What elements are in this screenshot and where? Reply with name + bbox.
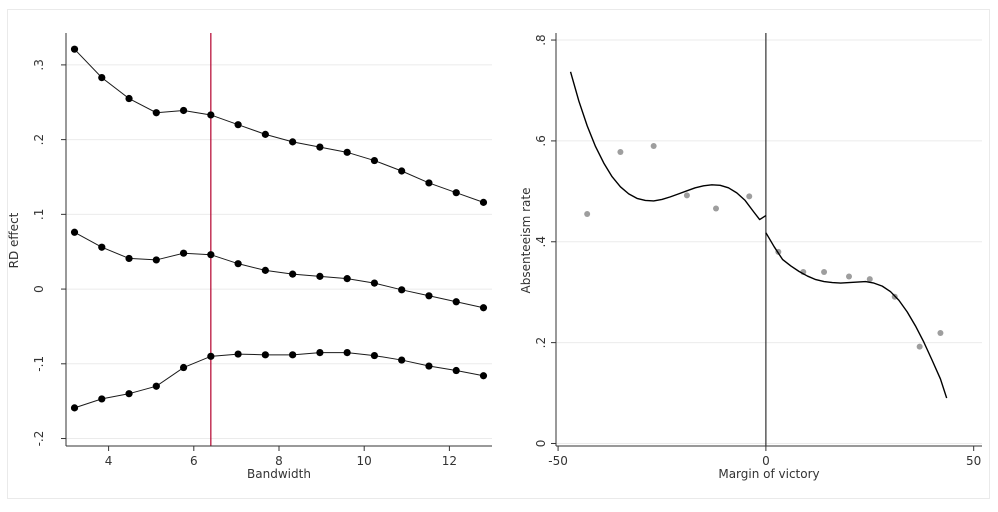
series-2-point xyxy=(452,298,460,306)
binned-mean-point xyxy=(916,343,923,350)
left-y-tick-label: -.1 xyxy=(32,356,46,372)
series-3-point xyxy=(343,348,351,357)
left-y-axis-label: RD effect xyxy=(7,212,21,268)
binned-mean-point xyxy=(866,276,873,283)
series-line-1 xyxy=(74,48,484,203)
series-2-point xyxy=(370,279,379,287)
left-x-axis-label: Bandwidth xyxy=(247,467,311,481)
left-y-tick-label: .3 xyxy=(32,59,46,70)
series-1-point xyxy=(398,167,406,175)
left-y-tick-label: .2 xyxy=(32,134,46,145)
left-x-tick-label: 6 xyxy=(190,454,198,468)
right-y-tick-label: .6 xyxy=(534,135,548,146)
series-3-point xyxy=(316,348,324,357)
series-1-point xyxy=(425,179,433,187)
series-2-point xyxy=(70,228,79,236)
series-3-point xyxy=(234,350,242,358)
binned-mean-point xyxy=(937,330,944,337)
binned-mean-point xyxy=(584,211,591,218)
series-1-point xyxy=(370,156,379,165)
left-x-tick-label: 10 xyxy=(357,454,372,468)
left-y-tick-label: -.2 xyxy=(32,431,46,447)
rd-effect-panel: -.2 -.1 0 .1 .2 .3 4 6 8 10 12 Bandwidth RD effect xyxy=(7,33,492,481)
series-2-point xyxy=(289,270,297,278)
series-2-point xyxy=(316,272,324,280)
binned-mean-point xyxy=(746,193,753,200)
right-x-tick-label: 0 xyxy=(762,454,770,468)
left-x-tick-label: 8 xyxy=(275,454,283,468)
fit-curve-right xyxy=(765,232,948,399)
fit-curve-left xyxy=(569,71,767,221)
series-1-point xyxy=(452,189,460,197)
series-1-point xyxy=(125,94,133,103)
series-1-point xyxy=(261,130,269,138)
binned-mean-point xyxy=(713,205,720,212)
series-2-point xyxy=(98,243,106,251)
series-line-2 xyxy=(74,231,484,309)
series-1-point xyxy=(343,148,351,156)
series-2-point xyxy=(207,251,215,259)
binned-mean-point xyxy=(683,192,690,199)
binned-mean-point xyxy=(650,142,657,149)
series-3-point xyxy=(179,363,188,372)
left-y-tick-label: .1 xyxy=(32,209,46,220)
right-x-axis-label: Margin of victory xyxy=(718,467,819,481)
series-2-point xyxy=(425,292,433,300)
series-3-point xyxy=(479,372,488,380)
left-x-tick-label: 4 xyxy=(105,454,113,468)
series-3-point xyxy=(98,395,106,403)
series-3-point xyxy=(207,352,215,360)
series-1-point xyxy=(152,109,160,117)
series-1-point xyxy=(234,121,242,129)
series-1-point xyxy=(98,73,106,82)
series-1-point xyxy=(179,106,188,115)
series-2-point xyxy=(398,286,406,294)
series-2-point xyxy=(343,275,351,283)
figure-frame xyxy=(7,9,990,499)
binned-mean-point xyxy=(846,273,853,280)
series-2-point xyxy=(261,266,269,274)
binned-mean-point xyxy=(617,148,624,155)
series-3-point xyxy=(289,351,297,359)
right-y-tick-label: 0 xyxy=(534,440,548,448)
binned-mean-point xyxy=(821,269,828,276)
series-3-point xyxy=(261,351,269,359)
left-x-tick-label: 12 xyxy=(442,454,457,468)
series-3-point xyxy=(125,390,133,398)
series-2-point xyxy=(125,254,133,263)
series-1-point xyxy=(207,111,215,119)
left-y-tick-label: 0 xyxy=(32,285,46,293)
series-1-point xyxy=(316,143,324,151)
series-3-point xyxy=(370,351,379,360)
series-2-point xyxy=(179,249,188,257)
series-3-point xyxy=(452,366,460,375)
series-3-point xyxy=(152,382,160,390)
right-x-tick-label: 50 xyxy=(966,454,981,468)
right-y-tick-label: .2 xyxy=(534,337,548,348)
right-y-tick-label: .4 xyxy=(534,236,548,247)
series-2-point xyxy=(152,256,160,264)
right-y-tick-label: .8 xyxy=(534,34,548,45)
series-3-point xyxy=(398,356,406,364)
series-1-point xyxy=(479,198,488,206)
absenteeism-panel: 0.2.4.6.8-50 0 50 Margin of victory Absent… xyxy=(519,33,982,481)
series-3-point xyxy=(425,362,433,370)
series-1-point xyxy=(289,138,297,146)
right-y-axis-label: Absenteeism rate xyxy=(519,187,533,293)
series-3-point xyxy=(70,404,79,412)
right-x-tick-label: -50 xyxy=(548,454,568,468)
series-2-point xyxy=(234,260,242,268)
series-line-3 xyxy=(74,352,484,409)
series-1-point xyxy=(70,45,79,53)
series-2-point xyxy=(479,304,488,312)
